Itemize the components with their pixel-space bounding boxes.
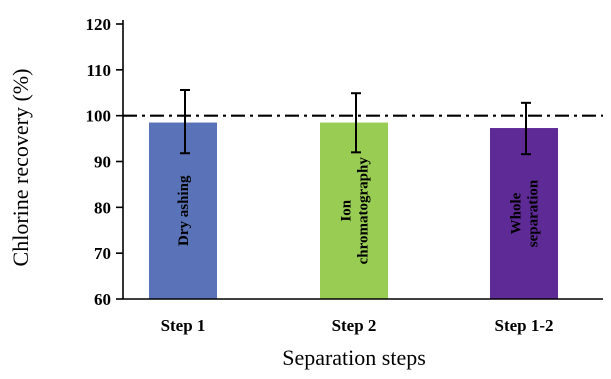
x-axis-title: Separation steps <box>282 345 426 370</box>
labels-layer: Dry ashing Ionchromatography Wholeseparati… <box>8 15 554 370</box>
y-tick-label: 90 <box>94 153 111 172</box>
error-bar-2 <box>351 92 361 154</box>
y-tick-label: 100 <box>86 107 112 126</box>
y-tick-label: 80 <box>94 198 111 217</box>
bar-label-2: Ionchromatography <box>339 157 372 265</box>
y-tick-label: 70 <box>94 244 111 263</box>
y-axis-title: Chlorine recovery (%) <box>8 69 33 267</box>
bar-label-1: Dry ashing <box>176 175 192 246</box>
x-category-label: Step 1-2 <box>494 316 553 335</box>
x-category-label: Step 2 <box>332 316 377 335</box>
error-bars-layer <box>180 89 531 156</box>
x-category-label: Step 1 <box>161 316 206 335</box>
bar-1 <box>149 122 217 300</box>
error-bar-3 <box>521 101 531 156</box>
y-tick-label: 110 <box>86 61 111 80</box>
error-bar-1 <box>180 89 190 155</box>
axes-layer <box>116 20 603 300</box>
bar-label-3: Wholeseparation <box>509 179 542 247</box>
bar-3 <box>490 128 558 299</box>
y-tick-label: 120 <box>86 15 112 34</box>
y-tick-label: 60 <box>94 290 111 309</box>
